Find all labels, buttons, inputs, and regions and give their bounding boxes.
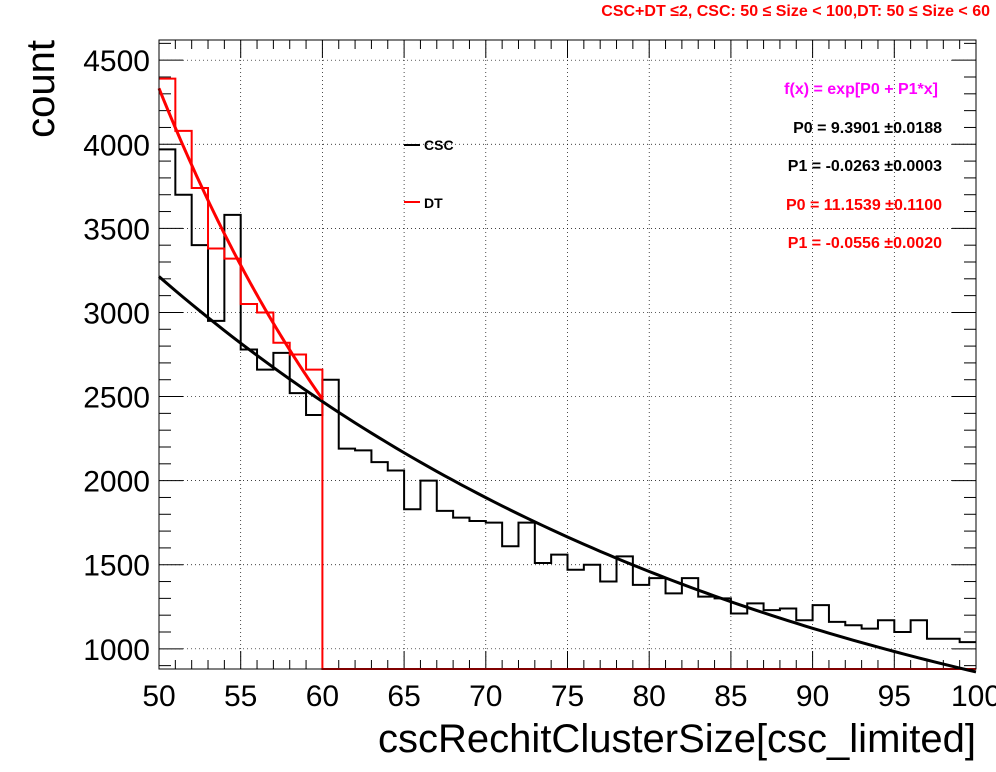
y-tick-label: 3500 [83,213,150,246]
x-tick-label: 55 [224,680,257,713]
x-axis-label: cscRechitClusterSize[csc_limited] [378,717,976,761]
x-tick-label: 60 [306,680,339,713]
fit-dt-p1: P1 = -0.0556 ±0.0020 [788,235,942,252]
x-tick-label: 65 [387,680,420,713]
chart-title: CSC+DT ≤2, CSC: 50 ≤ Size < 100,DT: 50 ≤… [601,3,990,20]
histogram-csc [159,148,976,644]
legend: CSC DT [404,137,454,211]
tick-labels: 50 55 60 65 70 75 80 85 90 95 100 1000 1500 2000 2500 3… [83,45,996,713]
y-tick-label: 4500 [83,45,150,78]
y-tick-label: 1500 [83,550,150,583]
fit-parameters-box: f(x) = exp[P0 + P1*x] P0 = 9.3901 ±0.018… [784,81,942,252]
dt-fit-curve [157,87,324,400]
x-tick-label: 95 [878,680,911,713]
y-tick-label: 1000 [83,634,150,667]
plot-frame [158,39,977,670]
y-tick-label: 2000 [83,466,150,499]
x-tick-label: 85 [714,680,747,713]
minor-ticks [158,40,977,669]
y-axis-label: count [19,40,63,138]
x-tick-label: 90 [796,680,829,713]
chart-grid [159,40,976,669]
y-tick-label: 3000 [83,297,150,330]
x-tick-label: 50 [142,680,175,713]
fit-csc-p1: P1 = -0.0263 ±0.0003 [788,158,942,175]
x-tick-label: 75 [551,680,584,713]
legend-label-dt: DT [424,195,443,211]
csc-fit-curve [158,275,977,674]
x-tick-label: 70 [469,680,502,713]
x-tick-label: 100 [951,680,996,713]
fit-csc-p0: P0 = 9.3901 ±0.0188 [793,120,942,137]
y-tick-label: 2500 [83,382,150,415]
fit-formula: f(x) = exp[P0 + P1*x] [784,81,938,98]
legend-label-csc: CSC [424,137,454,153]
x-tick-label: 80 [633,680,666,713]
fit-dt-p0: P0 = 11.1539 ±0.1100 [786,197,942,214]
y-tick-label: 4000 [83,129,150,162]
